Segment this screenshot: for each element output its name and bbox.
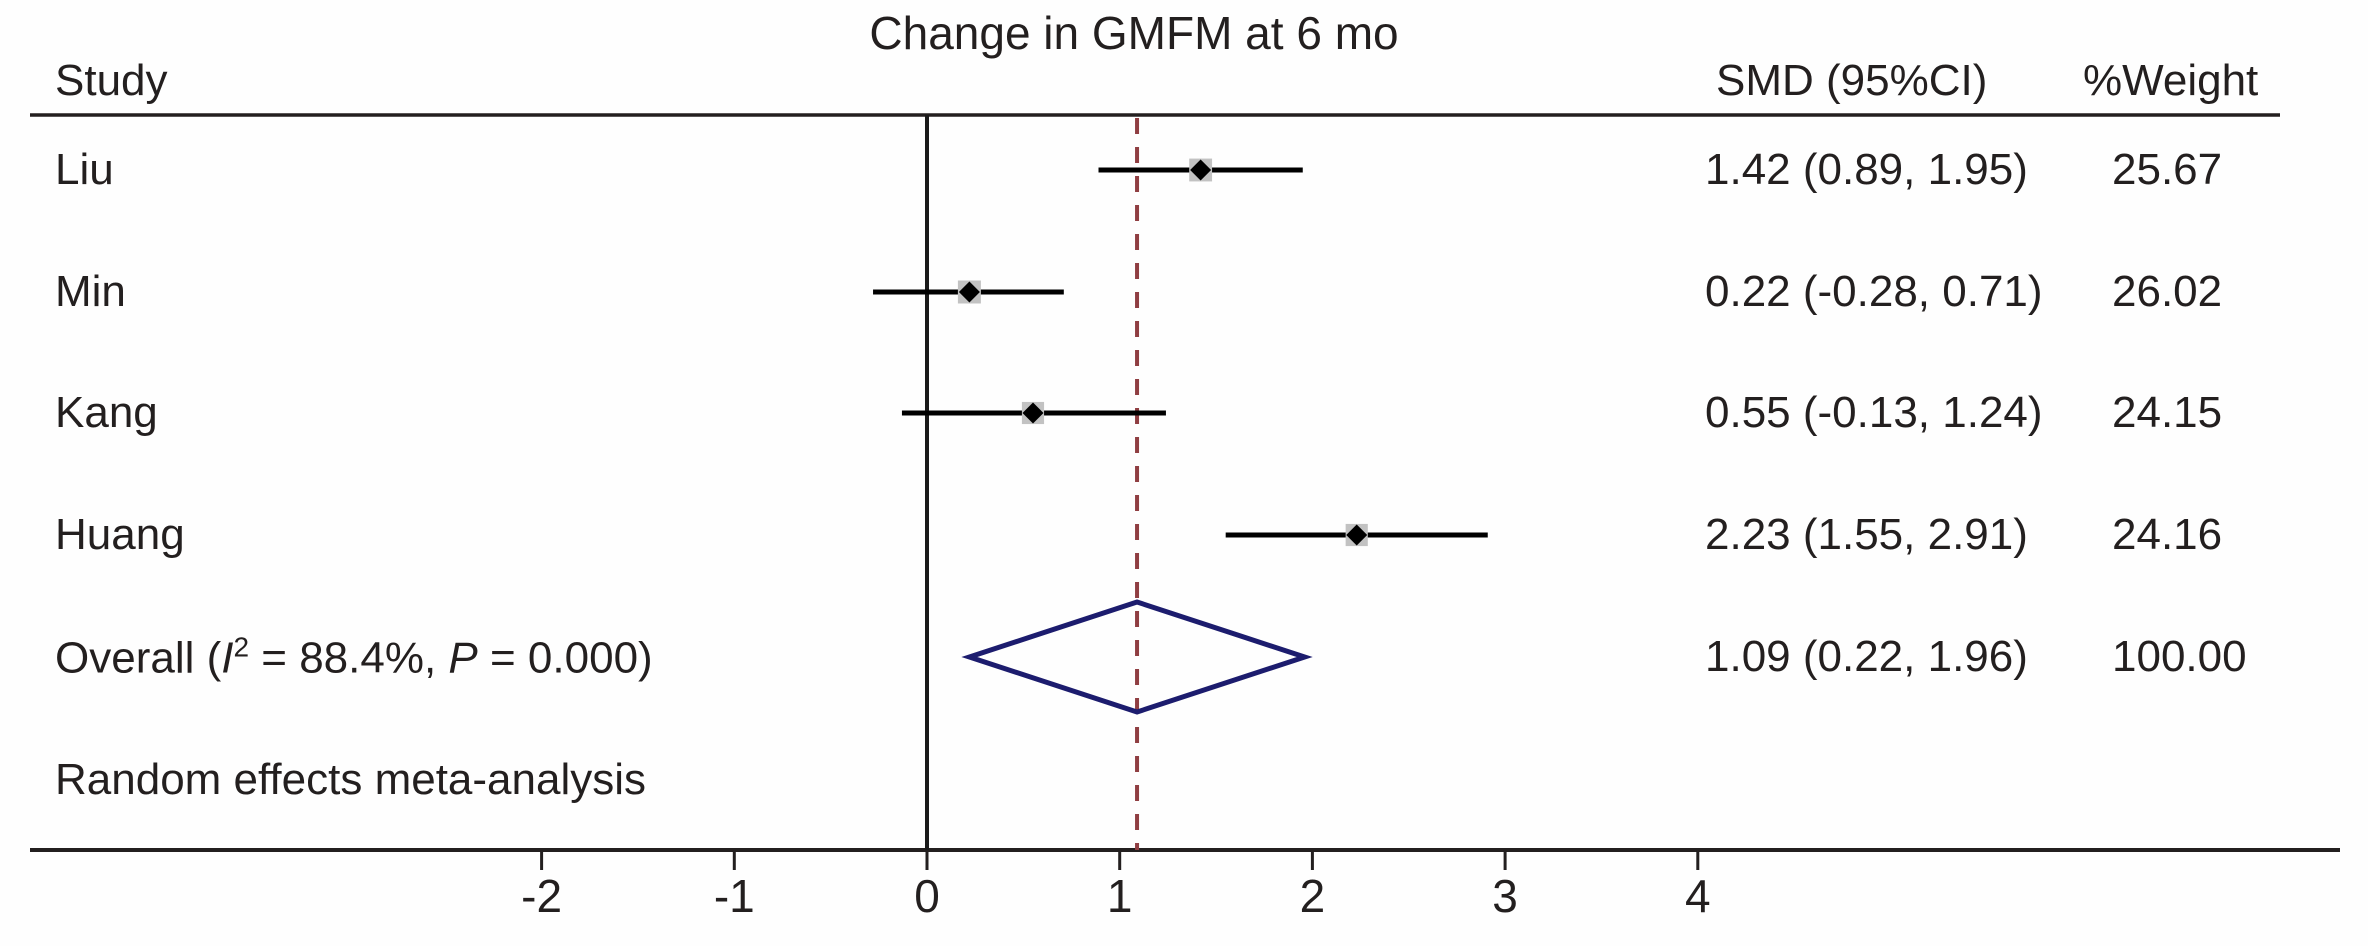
chart-title: Change in GMFM at 6 mo bbox=[869, 7, 1399, 59]
weight-value: 25.67 bbox=[2112, 145, 2223, 194]
overall-weight-value: 100.00 bbox=[2112, 632, 2247, 681]
x-tick-label: 4 bbox=[1685, 870, 1711, 922]
x-tick-label: -1 bbox=[714, 870, 755, 922]
i-squared-symbol: I bbox=[221, 633, 234, 683]
x-tick-label: 2 bbox=[1300, 870, 1326, 922]
point-estimate-marker bbox=[1346, 524, 1368, 546]
smd-ci-value: 0.55 (-0.13, 1.24) bbox=[1705, 388, 2043, 437]
study-label: Liu bbox=[55, 145, 114, 194]
column-header-study: Study bbox=[55, 56, 168, 105]
x-tick-label: -2 bbox=[521, 870, 562, 922]
x-tick-label: 3 bbox=[1492, 870, 1518, 922]
study-label: Min bbox=[55, 267, 126, 316]
study-label: Kang bbox=[55, 388, 158, 437]
point-estimate-marker bbox=[958, 281, 980, 303]
point-estimate-marker bbox=[1022, 402, 1044, 424]
study-label: Huang bbox=[55, 510, 185, 559]
weight-value: 24.15 bbox=[2112, 388, 2223, 437]
x-tick-label: 1 bbox=[1107, 870, 1133, 922]
overall-row-label: Overall (I2 = 88.4%, P = 0.000) bbox=[55, 631, 653, 683]
model-note: Random effects meta-analysis bbox=[55, 755, 647, 804]
i-squared-superscript: 2 bbox=[233, 631, 250, 663]
point-estimate-marker bbox=[1190, 159, 1212, 181]
p-symbol: P bbox=[448, 633, 478, 683]
column-header-smd: SMD (95%CI) bbox=[1716, 56, 1988, 105]
smd-ci-value: 2.23 (1.55, 2.91) bbox=[1705, 510, 2028, 559]
overall-smd-value: 1.09 (0.22, 1.96) bbox=[1705, 632, 2028, 681]
smd-ci-value: 0.22 (-0.28, 0.71) bbox=[1705, 267, 2043, 316]
smd-ci-value: 1.42 (0.89, 1.95) bbox=[1705, 145, 2028, 194]
i-squared-value: = 88.4%, bbox=[249, 633, 449, 683]
p-value: = 0.000) bbox=[477, 633, 653, 683]
overall-label-prefix: Overall ( bbox=[55, 633, 222, 683]
overall-diamond bbox=[961, 599, 1313, 715]
column-header-weight: %Weight bbox=[2083, 56, 2259, 105]
x-tick-label: 0 bbox=[914, 870, 940, 922]
weight-value: 26.02 bbox=[2112, 267, 2223, 316]
weight-value: 24.16 bbox=[2112, 510, 2223, 559]
